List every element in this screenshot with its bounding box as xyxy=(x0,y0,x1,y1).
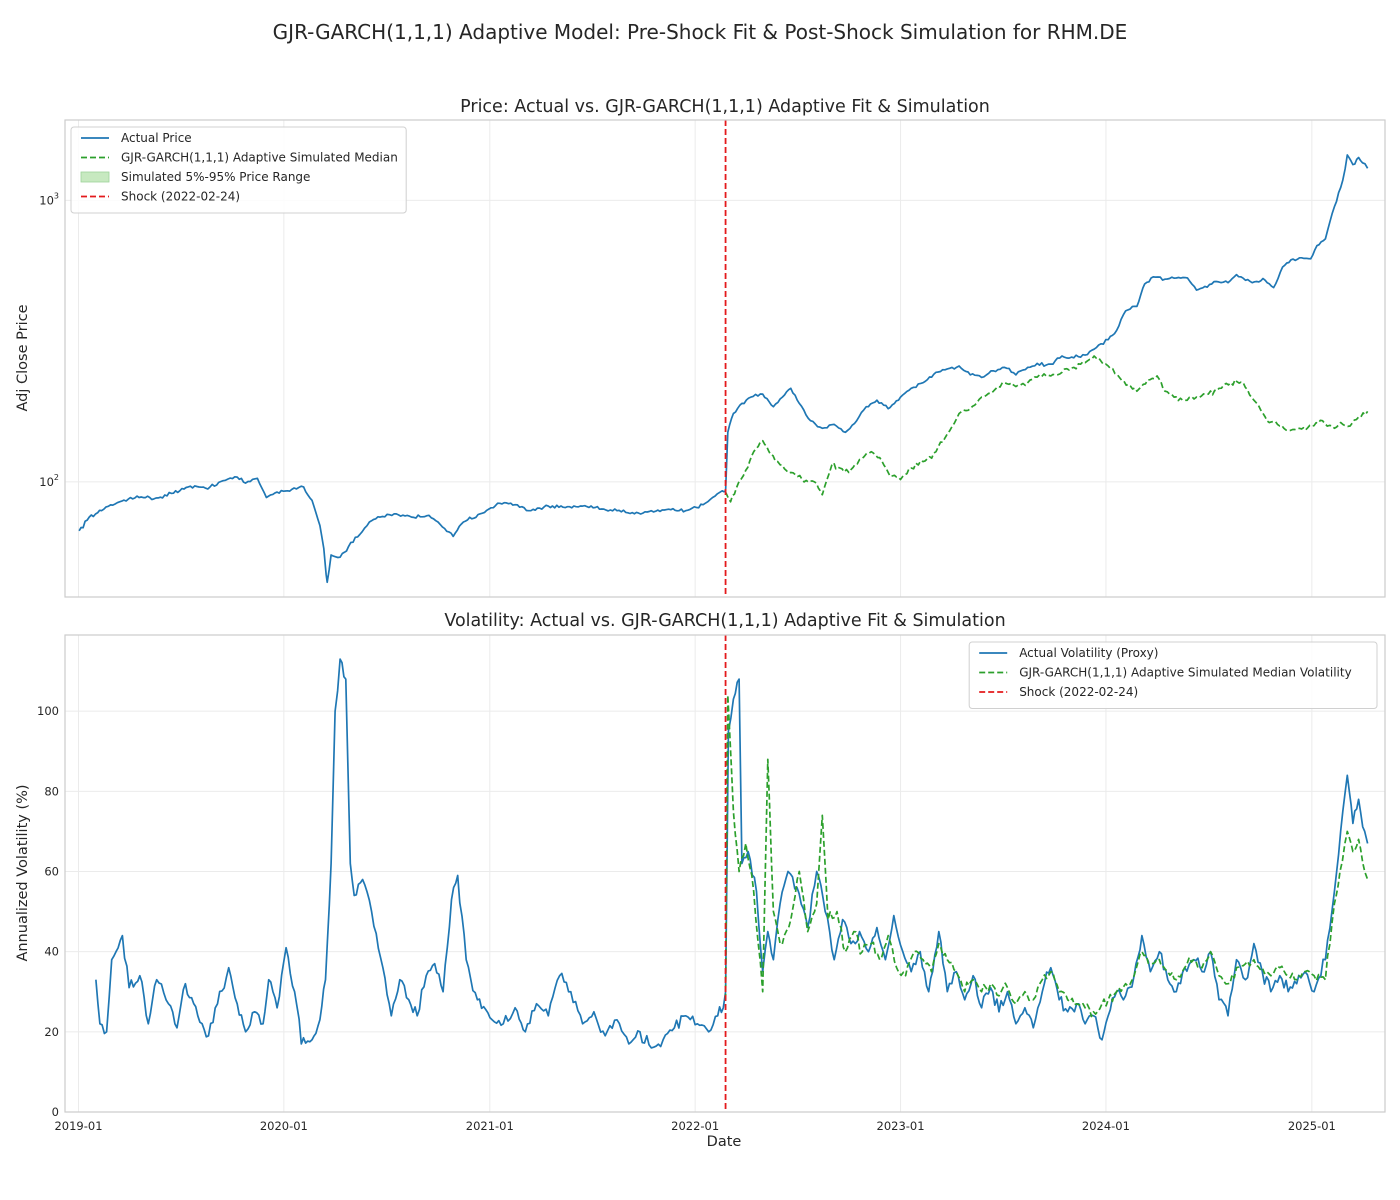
volatility-actual-line xyxy=(95,658,1369,1049)
price-panel-title: Price: Actual vs. GJR-GARCH(1,1,1) Adapt… xyxy=(460,97,990,117)
volatility-y-axis-label: Annualized Volatility (%) xyxy=(15,784,31,961)
x-tick-label: 2019-01 xyxy=(54,1119,102,1133)
volatility-x-axis-label: Date xyxy=(707,1134,742,1150)
volatility-lines-layer xyxy=(95,635,1369,1112)
x-tick-label: 2021-01 xyxy=(466,1119,514,1133)
y-tick-label: 102 xyxy=(39,473,59,489)
volatility-panel: Volatility: Actual vs. GJR-GARCH(1,1,1) … xyxy=(15,611,1386,1150)
legend-label: GJR-GARCH(1,1,1) Adaptive Simulated Medi… xyxy=(1019,666,1351,680)
x-tick-label: 2024-01 xyxy=(1082,1119,1130,1133)
legend-label: Actual Volatility (Proxy) xyxy=(1019,646,1158,660)
volatility-x-ticks: 2019-01 2020-01 2021-01 2022-01 2023-01 2024-… xyxy=(54,1119,1335,1133)
legend-label: GJR-GARCH(1,1,1) Adaptive Simulated Medi… xyxy=(121,151,398,165)
y-tick-exponent: 3 xyxy=(54,191,59,200)
legend-swatch xyxy=(80,171,110,183)
price-actual-line xyxy=(78,154,1369,584)
price-lines-layer xyxy=(78,120,1369,597)
legend-box xyxy=(968,641,1378,709)
price-simulated-median-line xyxy=(724,355,1369,503)
y-tick-label: 80 xyxy=(44,784,59,798)
price-legend: Actual Price GJR-GARCH(1,1,1) Adaptive Si… xyxy=(70,126,407,214)
x-tick-label: 2022-01 xyxy=(671,1119,719,1133)
y-tick-exponent: 2 xyxy=(54,473,59,482)
y-tick-label: 0 xyxy=(52,1105,59,1119)
y-tick-label: 40 xyxy=(44,945,59,959)
legend-label: Actual Price xyxy=(121,131,192,145)
legend-box xyxy=(70,126,407,214)
x-tick-label: 2020-01 xyxy=(260,1119,308,1133)
y-tick-label: 100 xyxy=(37,704,59,718)
volatility-panel-title: Volatility: Actual vs. GJR-GARCH(1,1,1) … xyxy=(444,611,1005,631)
price-y-axis-label: Adj Close Price xyxy=(15,304,31,411)
price-panel: Price: Actual vs. GJR-GARCH(1,1,1) Adapt… xyxy=(15,97,1386,598)
volatility-y-ticks: 0 20 40 60 80 100 xyxy=(37,704,59,1119)
volatility-legend: Actual Volatility (Proxy) GJR-GARCH(1,1,1… xyxy=(968,641,1378,709)
x-tick-label: 2023-01 xyxy=(877,1119,925,1133)
y-tick-base: 10 xyxy=(39,475,54,489)
y-tick-base: 10 xyxy=(39,193,54,207)
y-tick-label: 20 xyxy=(44,1025,59,1039)
y-tick-label: 60 xyxy=(44,864,59,878)
y-tick-label: 103 xyxy=(39,191,59,207)
price-axes-frame xyxy=(64,119,1386,598)
volatility-simulated-median-line xyxy=(724,694,1369,1018)
volatility-axes-frame xyxy=(64,634,1386,1113)
legend-label: Shock (2022-02-24) xyxy=(121,190,240,204)
legend-label: Shock (2022-02-24) xyxy=(1019,685,1138,699)
figure-title: GJR-GARCH(1,1,1) Adaptive Model: Pre-Sho… xyxy=(273,20,1128,44)
x-tick-label: 2025-01 xyxy=(1288,1119,1336,1133)
legend-label: Simulated 5%-95% Price Range xyxy=(121,170,310,184)
